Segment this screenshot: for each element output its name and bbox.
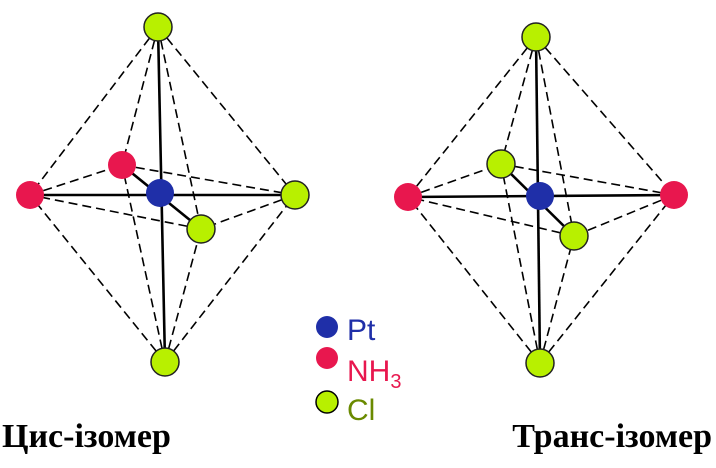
octahedron-edge [407,196,575,237]
legend-nh3-label: NH3 [347,355,401,393]
octahedron-edge [539,194,675,364]
pt-atom [526,182,554,210]
legend-cl-marker [315,390,339,414]
cl-atom-bottom [525,348,555,378]
octahedron-edge [164,194,296,363]
octahedron-edge [535,36,575,237]
nh3-atom-back [108,151,136,179]
cl-atom-bottom [150,347,180,377]
octahedron-edge [407,36,537,198]
octahedron-edge [164,228,202,363]
cl-atom-top [143,12,173,42]
octahedron-edge [157,26,296,196]
trans-dashed-edges [407,36,675,364]
trans-isomer-caption: Транс-ізомер [512,418,712,455]
octahedron-edge [535,36,675,196]
octahedron-edge [500,163,675,196]
octahedron-edge [121,26,159,166]
cl-atom-back [486,149,516,179]
nh3-atom-left [394,183,422,211]
trans-isomer-octahedron [394,22,688,378]
octahedron-edge [500,36,537,165]
legend-nh3-subscript: 3 [390,371,401,393]
octahedron-edge [121,164,166,363]
octahedron-edge [573,194,675,237]
pt-atom [146,179,174,207]
cis-dashed-edges [29,26,296,363]
nh3-atom-left [16,181,44,209]
octahedron-edge [407,196,541,364]
legend: Pt NH3 Cl [315,314,401,427]
legend-nh3-text: NH [347,355,390,388]
nh3-atom-right [660,181,688,209]
legend-nh3-marker [316,347,338,369]
octahedron-edge [539,235,575,364]
legend-pt-label: Pt [347,314,376,347]
octahedron-edge [121,164,296,196]
legend-pt-marker [316,316,338,338]
cl-atom-right [280,180,310,210]
octahedron-edge [407,163,502,198]
cis-atoms [16,12,310,377]
cis-isomer-octahedron [16,12,310,377]
cl-atom-front [186,214,216,244]
cl-atom-top [521,22,551,52]
octahedron-edge [29,194,202,230]
octahedron-edge [29,26,159,196]
legend-cl-label: Cl [347,394,375,427]
octahedron-edge [29,194,166,363]
octahedron-edge [200,194,296,230]
octahedron-edge [29,164,123,196]
cis-isomer-caption: Цис-ізомер [2,418,171,455]
cl-atom-front [559,221,589,251]
trans-atoms [394,22,688,378]
